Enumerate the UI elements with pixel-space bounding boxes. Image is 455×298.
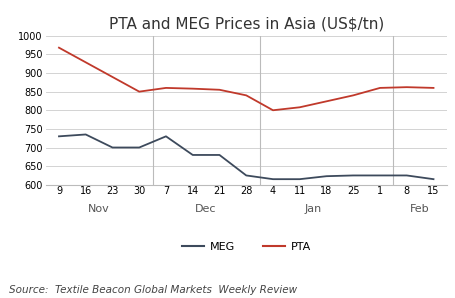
Legend: MEG, PTA: MEG, PTA: [177, 238, 314, 257]
Text: Nov: Nov: [88, 204, 110, 214]
Text: Feb: Feb: [410, 204, 429, 214]
Text: Jan: Jan: [304, 204, 321, 214]
Title: PTA and MEG Prices in Asia (US$/tn): PTA and MEG Prices in Asia (US$/tn): [108, 17, 383, 32]
Text: Dec: Dec: [195, 204, 217, 214]
Text: Source:  Textile Beacon Global Markets  Weekly Review: Source: Textile Beacon Global Markets We…: [9, 285, 297, 295]
